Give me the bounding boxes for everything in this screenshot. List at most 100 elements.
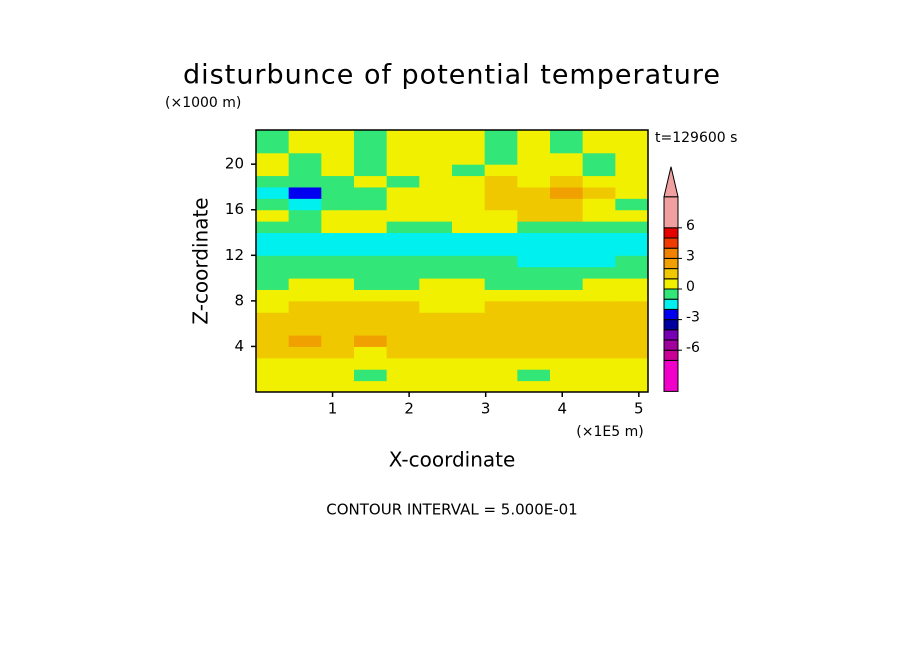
contour-cell <box>321 130 355 142</box>
contour-cell <box>419 289 453 302</box>
contour-cell <box>550 209 584 222</box>
contour-cell <box>321 289 355 302</box>
contour-cell <box>354 346 388 359</box>
contour-cell <box>517 255 551 268</box>
contour-cell <box>452 255 486 268</box>
contour-cell <box>484 300 518 313</box>
contour-cell <box>321 300 355 313</box>
contour-cell <box>550 335 584 347</box>
contour-cell <box>517 335 551 347</box>
contour-cell <box>452 369 486 382</box>
contour-cell <box>484 278 518 290</box>
contour-cell <box>484 312 518 325</box>
contour-cell <box>386 346 420 359</box>
contour-cell <box>256 289 290 302</box>
colorbar-tick-label: 6 <box>686 218 695 234</box>
contour-cell <box>484 141 518 154</box>
y-tick-label: 12 <box>225 246 244 264</box>
contour-cell <box>419 232 453 245</box>
contour-cell <box>386 335 420 347</box>
contour-cell <box>484 243 518 256</box>
x-tick-label: 4 <box>557 400 567 418</box>
contour-cell <box>452 198 486 211</box>
contour-cell <box>615 232 649 245</box>
contour-cell <box>256 357 290 370</box>
contour-cell <box>386 278 420 290</box>
contour-cell <box>288 130 322 142</box>
contour-cell <box>419 255 453 268</box>
contour-cell <box>288 323 322 336</box>
colorbar-box <box>663 288 679 300</box>
contour-cell <box>517 130 551 142</box>
contour-cell <box>256 130 290 142</box>
contour-cell <box>452 289 486 302</box>
contour-cell <box>256 380 290 393</box>
contour-cell <box>256 369 290 382</box>
contour-cell <box>615 152 649 165</box>
contour-cell <box>452 323 486 336</box>
contour-cell <box>386 369 420 382</box>
contour-cell <box>419 312 453 325</box>
contour-cell <box>288 278 322 290</box>
contour-cell <box>419 141 453 154</box>
colorbar-tick-label: -6 <box>686 340 700 356</box>
plot-frame <box>255 129 649 393</box>
contour-cell <box>550 323 584 336</box>
colorbar-box <box>663 308 679 321</box>
contour-cell <box>452 141 486 154</box>
contour-cell <box>288 221 322 234</box>
contour-cell <box>582 221 616 234</box>
contour-cell <box>256 198 290 211</box>
contour-cell <box>256 255 290 268</box>
contour-cell <box>386 255 420 268</box>
contour-cell <box>419 335 453 347</box>
contour-cell <box>615 243 649 256</box>
contour-cell <box>550 141 584 154</box>
colorbar-box <box>663 247 679 259</box>
contour-cell <box>386 209 420 222</box>
contour-cell <box>386 164 420 177</box>
contour-cell <box>550 255 584 268</box>
contour-cell <box>354 130 388 142</box>
contour-cell <box>484 209 518 222</box>
contour-cell <box>452 312 486 325</box>
contour-cell <box>582 289 616 302</box>
contour-cell <box>484 164 518 177</box>
contour-cell <box>582 152 616 165</box>
contour-cell <box>256 232 290 245</box>
contour-cell <box>550 243 584 256</box>
colorbar-tick-label: -3 <box>686 310 700 326</box>
contour-cell <box>288 335 322 347</box>
contour-cell <box>550 278 584 290</box>
contour-cell <box>582 380 616 393</box>
contour-cell <box>550 300 584 313</box>
x-tick-label: 3 <box>481 400 491 418</box>
contour-cell <box>386 221 420 234</box>
colorbar-box <box>663 257 679 270</box>
colorbar-box <box>663 196 679 229</box>
y-tick-label: 8 <box>234 291 244 309</box>
colorbar-box <box>663 349 679 361</box>
contour-cell <box>582 278 616 290</box>
contour-cell <box>256 323 290 336</box>
contour-cell <box>615 141 649 154</box>
contour-cell <box>354 209 388 222</box>
contour-cell <box>386 232 420 245</box>
contour-cell <box>386 266 420 279</box>
contour-cell <box>484 357 518 370</box>
contour-cell <box>615 278 649 290</box>
contour-cell <box>386 152 420 165</box>
x-unit: (×1E5 m) <box>576 424 643 440</box>
contour-cell <box>550 369 584 382</box>
contour-cell <box>386 198 420 211</box>
colorbar-box <box>663 298 679 310</box>
contour-cell <box>615 186 649 199</box>
contour-cell <box>288 141 322 154</box>
contour-cell <box>321 232 355 245</box>
contour-cell <box>288 175 322 188</box>
contour-cell <box>354 198 388 211</box>
contour-cell <box>615 130 649 142</box>
y-tick-label: 16 <box>225 200 244 218</box>
contour-cell <box>288 198 322 211</box>
contour-cell <box>288 312 322 325</box>
